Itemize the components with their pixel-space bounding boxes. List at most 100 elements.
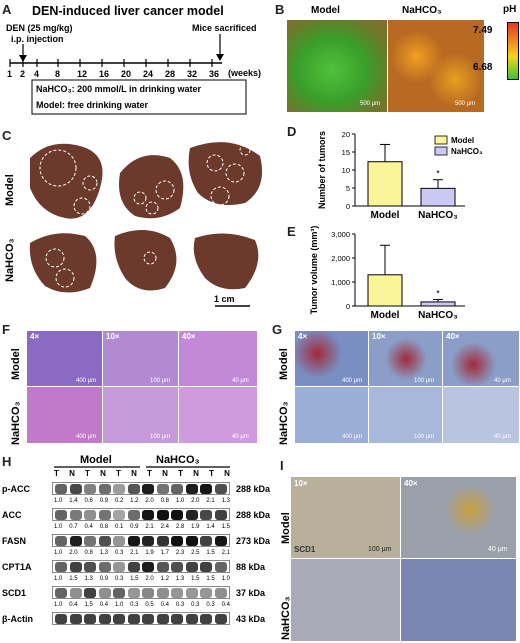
wb-quant-value: 0.9 [99, 576, 109, 582]
wb-blot-strip [52, 560, 230, 573]
ihc-nahco3-10x [290, 558, 402, 642]
x-tick-label: NaHCO₃ [418, 310, 458, 321]
he-nahco3-4x [26, 386, 104, 444]
wb-blot-strip [52, 534, 230, 547]
he-mag-10x: 10× [106, 332, 120, 341]
wb-quant-value: 1.5 [206, 550, 215, 556]
wb-quant-value: 1.9 [191, 524, 200, 530]
timeline-tick-label: 32 [187, 69, 198, 79]
wb-lane-label: T [116, 469, 121, 478]
wb-band [127, 614, 140, 624]
wb-quant-value: 1.3 [175, 576, 185, 582]
ph-nahco3-scale: 500 μm [455, 101, 476, 107]
wb-lane-label: N [100, 469, 106, 478]
timeline-tick-label: 16 [99, 69, 110, 79]
livers-nahco3-label: NaHCO₃ [4, 238, 16, 282]
wb-protein-label: FASN [2, 536, 27, 546]
wb-lane-label: T [178, 469, 183, 478]
ip-injection-label: i.p. injection [11, 34, 64, 44]
ihc-mag-40x: 40× [404, 479, 418, 488]
he-scale-model-4x: 400 μm [76, 378, 97, 384]
wb-band [127, 562, 140, 572]
ph-nahco3-image [388, 20, 484, 112]
oil-red-model-label: Model [278, 348, 290, 380]
wb-protein-label: ACC [2, 510, 22, 520]
wb-quant-value: 0.1 [114, 524, 124, 530]
wb-quant-values: 1.0 0.7 0.4 0.8 0.1 0.9 2.1 2.4 2.8 1.9 1.4 1.5 [54, 524, 230, 530]
ph-nahco3-label: NaHCO₃ [402, 5, 442, 16]
wb-band [171, 614, 184, 624]
wb-band [69, 614, 82, 624]
wb-band [98, 562, 111, 572]
wb-quant-value: 2.0 [191, 498, 200, 504]
oil-red-mag-10x: 10× [372, 332, 386, 341]
wb-quant-value: 2.1 [206, 498, 215, 504]
legend-swatch [434, 135, 448, 145]
wb-quant-values: 1.0 1.4 0.6 0.9 0.2 1.2 2.0 0.8 1.0 2.0 2.1 1.3 [54, 498, 230, 504]
wb-band [98, 510, 111, 520]
panel-c-letter: C [2, 128, 12, 143]
wb-quant-value: 0.3 [191, 602, 200, 608]
wb-blot-strip [52, 482, 230, 495]
wb-kda-label: 288 kDa [236, 484, 271, 494]
x-tick-label: NaHCO₃ [418, 210, 458, 221]
panel-i: I Model NaHCO₃ 10× 40× SCD1 100 μm 40 μm [280, 452, 520, 643]
wb-kda-label: 288 kDa [236, 510, 271, 520]
wb-quant-value: 0.4 [84, 524, 93, 530]
model-treatment-line: Model: free drinking water [36, 100, 149, 110]
wb-quant-value: 1.3 [84, 576, 93, 582]
he-mag-4x: 4× [30, 332, 40, 341]
y-axis-label: Number of tumors [317, 131, 327, 209]
x-tick-label: Model [371, 210, 400, 221]
y-tick-label: 1,000 [331, 278, 350, 287]
wb-quant-value: 0.3 [206, 602, 215, 608]
legend-label: NaHCO₃ [451, 147, 483, 156]
wb-band [69, 536, 82, 546]
wb-band [84, 562, 97, 572]
wb-quant-value: 0.4 [69, 602, 78, 608]
wb-protein-label: p-ACC [2, 484, 30, 494]
wb-band [69, 562, 82, 572]
wb-lane-label: T [85, 469, 90, 478]
y-tick-label: 0 [346, 202, 350, 211]
wb-band [98, 536, 111, 546]
wb-band [142, 562, 155, 572]
panel-i-letter: I [280, 458, 284, 473]
wb-band [171, 484, 184, 494]
wb-protein-label: β-Actin [2, 614, 33, 624]
wb-quant-value: 0.3 [114, 576, 124, 582]
wb-lane-label: N [193, 469, 199, 478]
panel-g-letter: G [272, 322, 283, 337]
wb-quant-value: 0.3 [130, 602, 139, 608]
y-tick-label: 3,000 [331, 230, 350, 239]
timeline-tick-label: 12 [77, 69, 88, 79]
wb-band [171, 536, 184, 546]
wb-band [214, 536, 227, 546]
timeline-tick-label: 1 [7, 69, 13, 79]
wb-quant-value: 0.3 [175, 602, 185, 608]
y-tick-label: 20 [342, 130, 350, 139]
wb-band [214, 562, 227, 572]
wb-blot-strip [52, 586, 230, 599]
wb-quant-value: 1.0 [54, 524, 63, 530]
wb-quant-value: 0.9 [130, 524, 139, 530]
ph-high-value: 7.49 [473, 25, 493, 36]
wb-group-nahco3: NaHCO₃ [156, 454, 200, 466]
wb-band [98, 588, 111, 598]
timeline-tick-label: 36 [209, 69, 220, 79]
wb-band [214, 614, 227, 624]
wb-lane-label: N [162, 469, 168, 478]
tumor-volume-chart: 0 1,000 2,000 3,000 Tumor volume (mm³) Model N… [309, 226, 465, 321]
wb-band [55, 588, 67, 598]
panel-b: B Model NaHCO₃ 500 μm 500 μm pH 7.49 6.6… [275, 0, 520, 115]
panel-g: G Model NaHCO₃ 4× 10× 40× 400 μm 100 μm … [262, 320, 520, 450]
he-nahco3-label: NaHCO₃ [10, 401, 22, 445]
wb-quant-values: 1.0 1.5 1.3 0.9 0.3 1.5 2.0 1.2 1.3 1.5 1.5 1.0 [54, 576, 230, 582]
nahco3-treatment-line: NaHCO₃: 200 mmol/L in drinking water [36, 84, 202, 94]
wb-band [113, 484, 126, 494]
wb-band [200, 510, 213, 520]
panel-h: H Model NaHCO₃ T N T N T N T N T N T N p-ACC 288 kDa… [0, 452, 280, 643]
wb-band [55, 536, 67, 546]
wb-quant-value: 2.1 [130, 550, 139, 556]
significance-mark: * [436, 169, 440, 179]
